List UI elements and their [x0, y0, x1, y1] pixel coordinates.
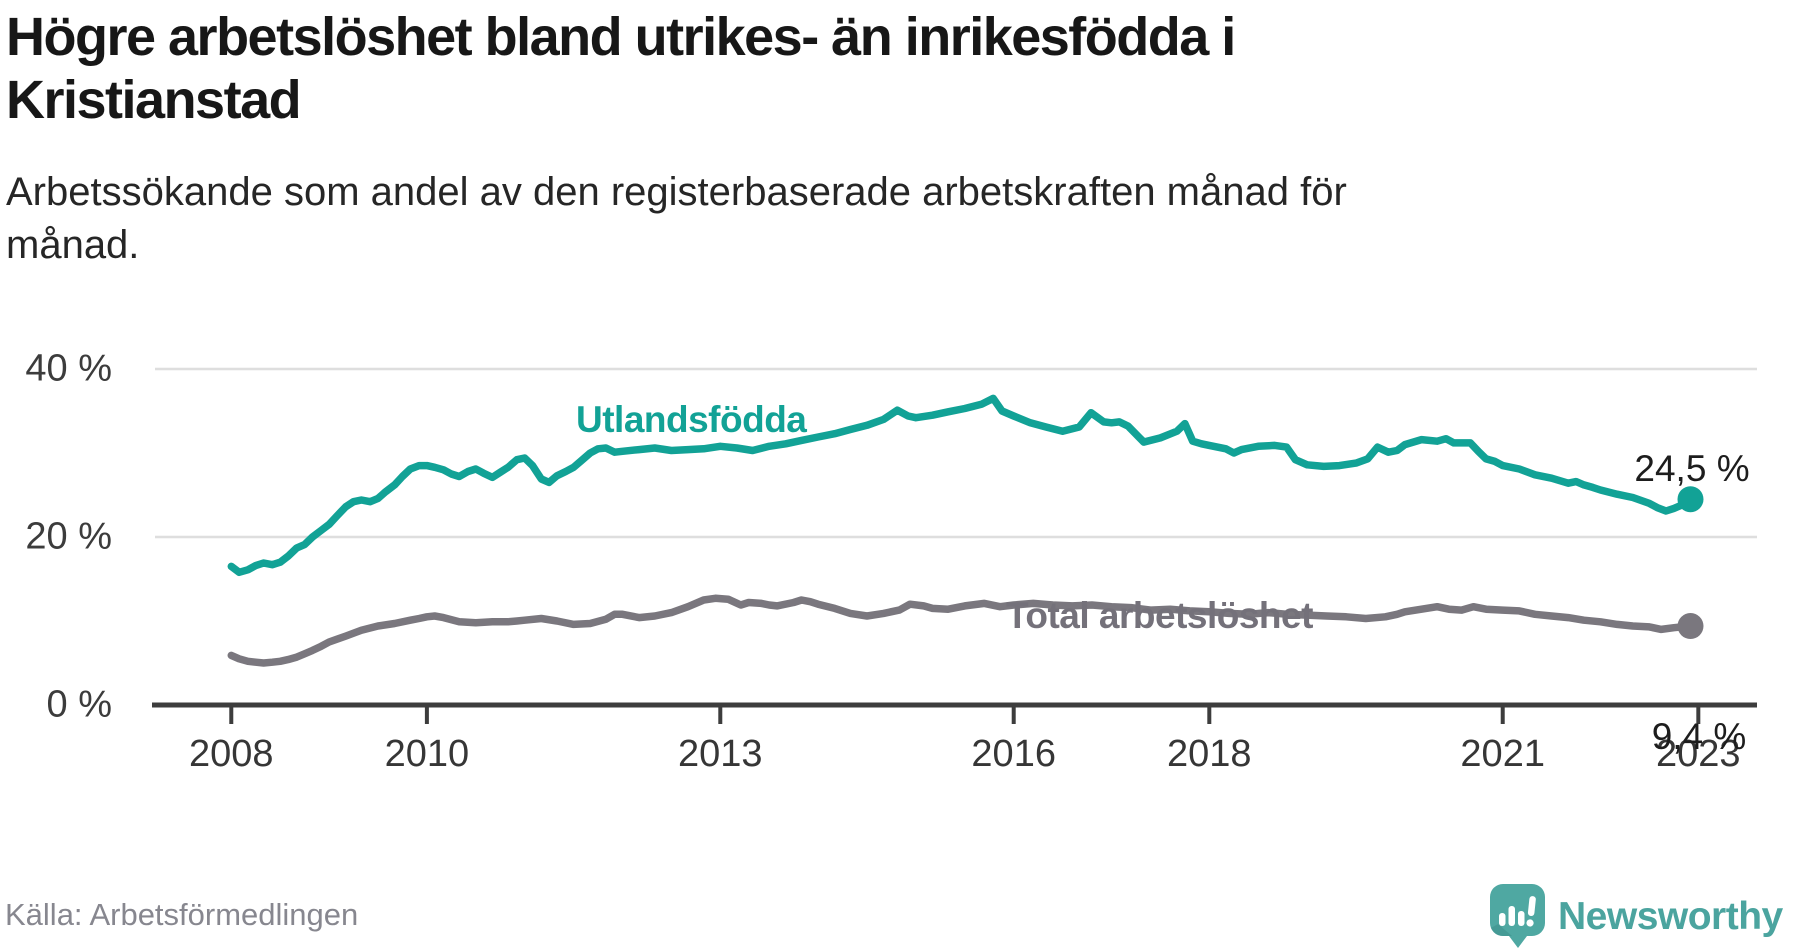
- x-tick-label: 2021: [1460, 733, 1545, 775]
- page-title: Högre arbetslöshet bland utrikes- än inr…: [6, 6, 1786, 132]
- newsworthy-logo-icon: [1490, 884, 1545, 948]
- speech-bubble-shape: [1490, 884, 1545, 948]
- title-line-1: Högre arbetslöshet bland utrikes- än inr…: [6, 7, 1236, 67]
- subtitle-line-1: Arbetssökande som andel av den registerb…: [6, 170, 1347, 214]
- x-tick-label: 2018: [1167, 733, 1252, 775]
- y-tick-label: 0 %: [46, 683, 112, 726]
- x-tick-label: 2013: [678, 733, 763, 775]
- x-tick-label: 2016: [971, 733, 1056, 775]
- newsworthy-logo: Newsworthy: [1490, 884, 1783, 950]
- x-tick-label: 2010: [384, 733, 470, 775]
- newsworthy-brand-text: Newsworthy: [1558, 895, 1783, 938]
- bubble-shadow: [1491, 924, 1518, 948]
- end-value-utlandsfodda: 24,5 %: [1634, 448, 1750, 489]
- y-tick-label: 20 %: [25, 515, 112, 558]
- exclamation-icon: [1526, 896, 1536, 927]
- bar-icon-small: [1499, 913, 1506, 926]
- source-note: Källa: Arbetsförmedlingen: [5, 897, 359, 932]
- bar-icon-tall: [1508, 906, 1515, 926]
- utlandsfodda-line: [227, 394, 1695, 577]
- series-label-total: Total arbetslöshet: [1006, 595, 1313, 636]
- chart-subtitle: Arbetssökande som andel av den registerb…: [6, 166, 1766, 272]
- x-tick-label: 2008: [189, 733, 274, 775]
- total-end-dot: [1677, 613, 1704, 640]
- title-line-2: Kristianstad: [6, 70, 302, 130]
- x-tick-label: 2023: [1656, 733, 1741, 775]
- y-tick-label: 40 %: [25, 347, 112, 390]
- series-label-utlandsfodda: Utlandsfödda: [576, 399, 807, 440]
- end-value-total: 9,4 %: [1651, 716, 1747, 757]
- utlandsfodda-end-dot: [1677, 486, 1704, 513]
- subtitle-line-2: månad.: [6, 223, 140, 267]
- bar-icon-medium: [1518, 911, 1525, 926]
- total-line: [227, 594, 1695, 667]
